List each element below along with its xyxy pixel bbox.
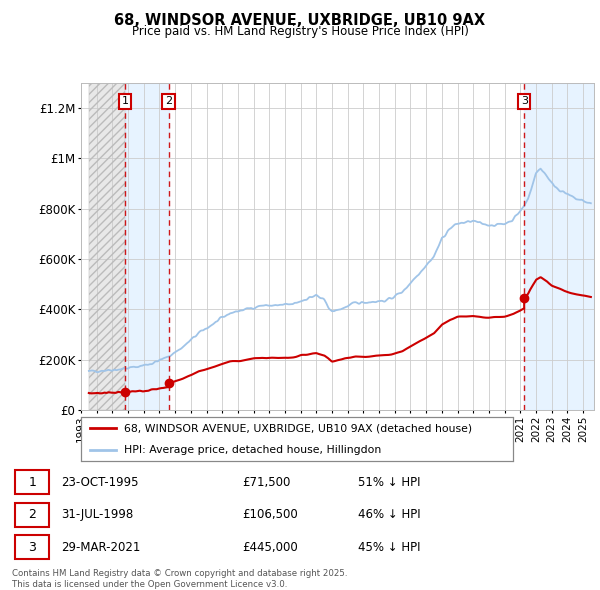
Text: 23-OCT-1995: 23-OCT-1995 [61,476,139,489]
Bar [125,83,169,410]
Text: £106,500: £106,500 [242,508,298,522]
Text: 68, WINDSOR AVENUE, UXBRIDGE, UB10 9AX: 68, WINDSOR AVENUE, UXBRIDGE, UB10 9AX [115,13,485,28]
Text: Price paid vs. HM Land Registry's House Price Index (HPI): Price paid vs. HM Land Registry's House … [131,25,469,38]
Text: 2: 2 [28,508,36,522]
Text: £71,500: £71,500 [242,476,291,489]
Text: 45% ↓ HPI: 45% ↓ HPI [358,540,420,554]
Text: 68, WINDSOR AVENUE, UXBRIDGE, UB10 9AX (detached house): 68, WINDSOR AVENUE, UXBRIDGE, UB10 9AX (… [124,423,472,433]
Text: 29-MAR-2021: 29-MAR-2021 [61,540,140,554]
Text: 3: 3 [521,97,527,106]
Text: HPI: Average price, detached house, Hillingdon: HPI: Average price, detached house, Hill… [124,445,382,455]
Text: 1: 1 [28,476,36,489]
Text: 31-JUL-1998: 31-JUL-1998 [61,508,133,522]
Text: Contains HM Land Registry data © Crown copyright and database right 2025.
This d: Contains HM Land Registry data © Crown c… [12,569,347,589]
Text: 1: 1 [121,97,128,106]
Bar [524,83,594,410]
Text: 46% ↓ HPI: 46% ↓ HPI [358,508,420,522]
Text: £445,000: £445,000 [242,540,298,554]
Bar [89,83,125,410]
FancyBboxPatch shape [15,535,49,559]
Text: 51% ↓ HPI: 51% ↓ HPI [358,476,420,489]
Text: 3: 3 [28,540,36,554]
Text: 2: 2 [165,97,172,106]
FancyBboxPatch shape [15,470,49,494]
FancyBboxPatch shape [15,503,49,527]
Bar [89,83,125,410]
